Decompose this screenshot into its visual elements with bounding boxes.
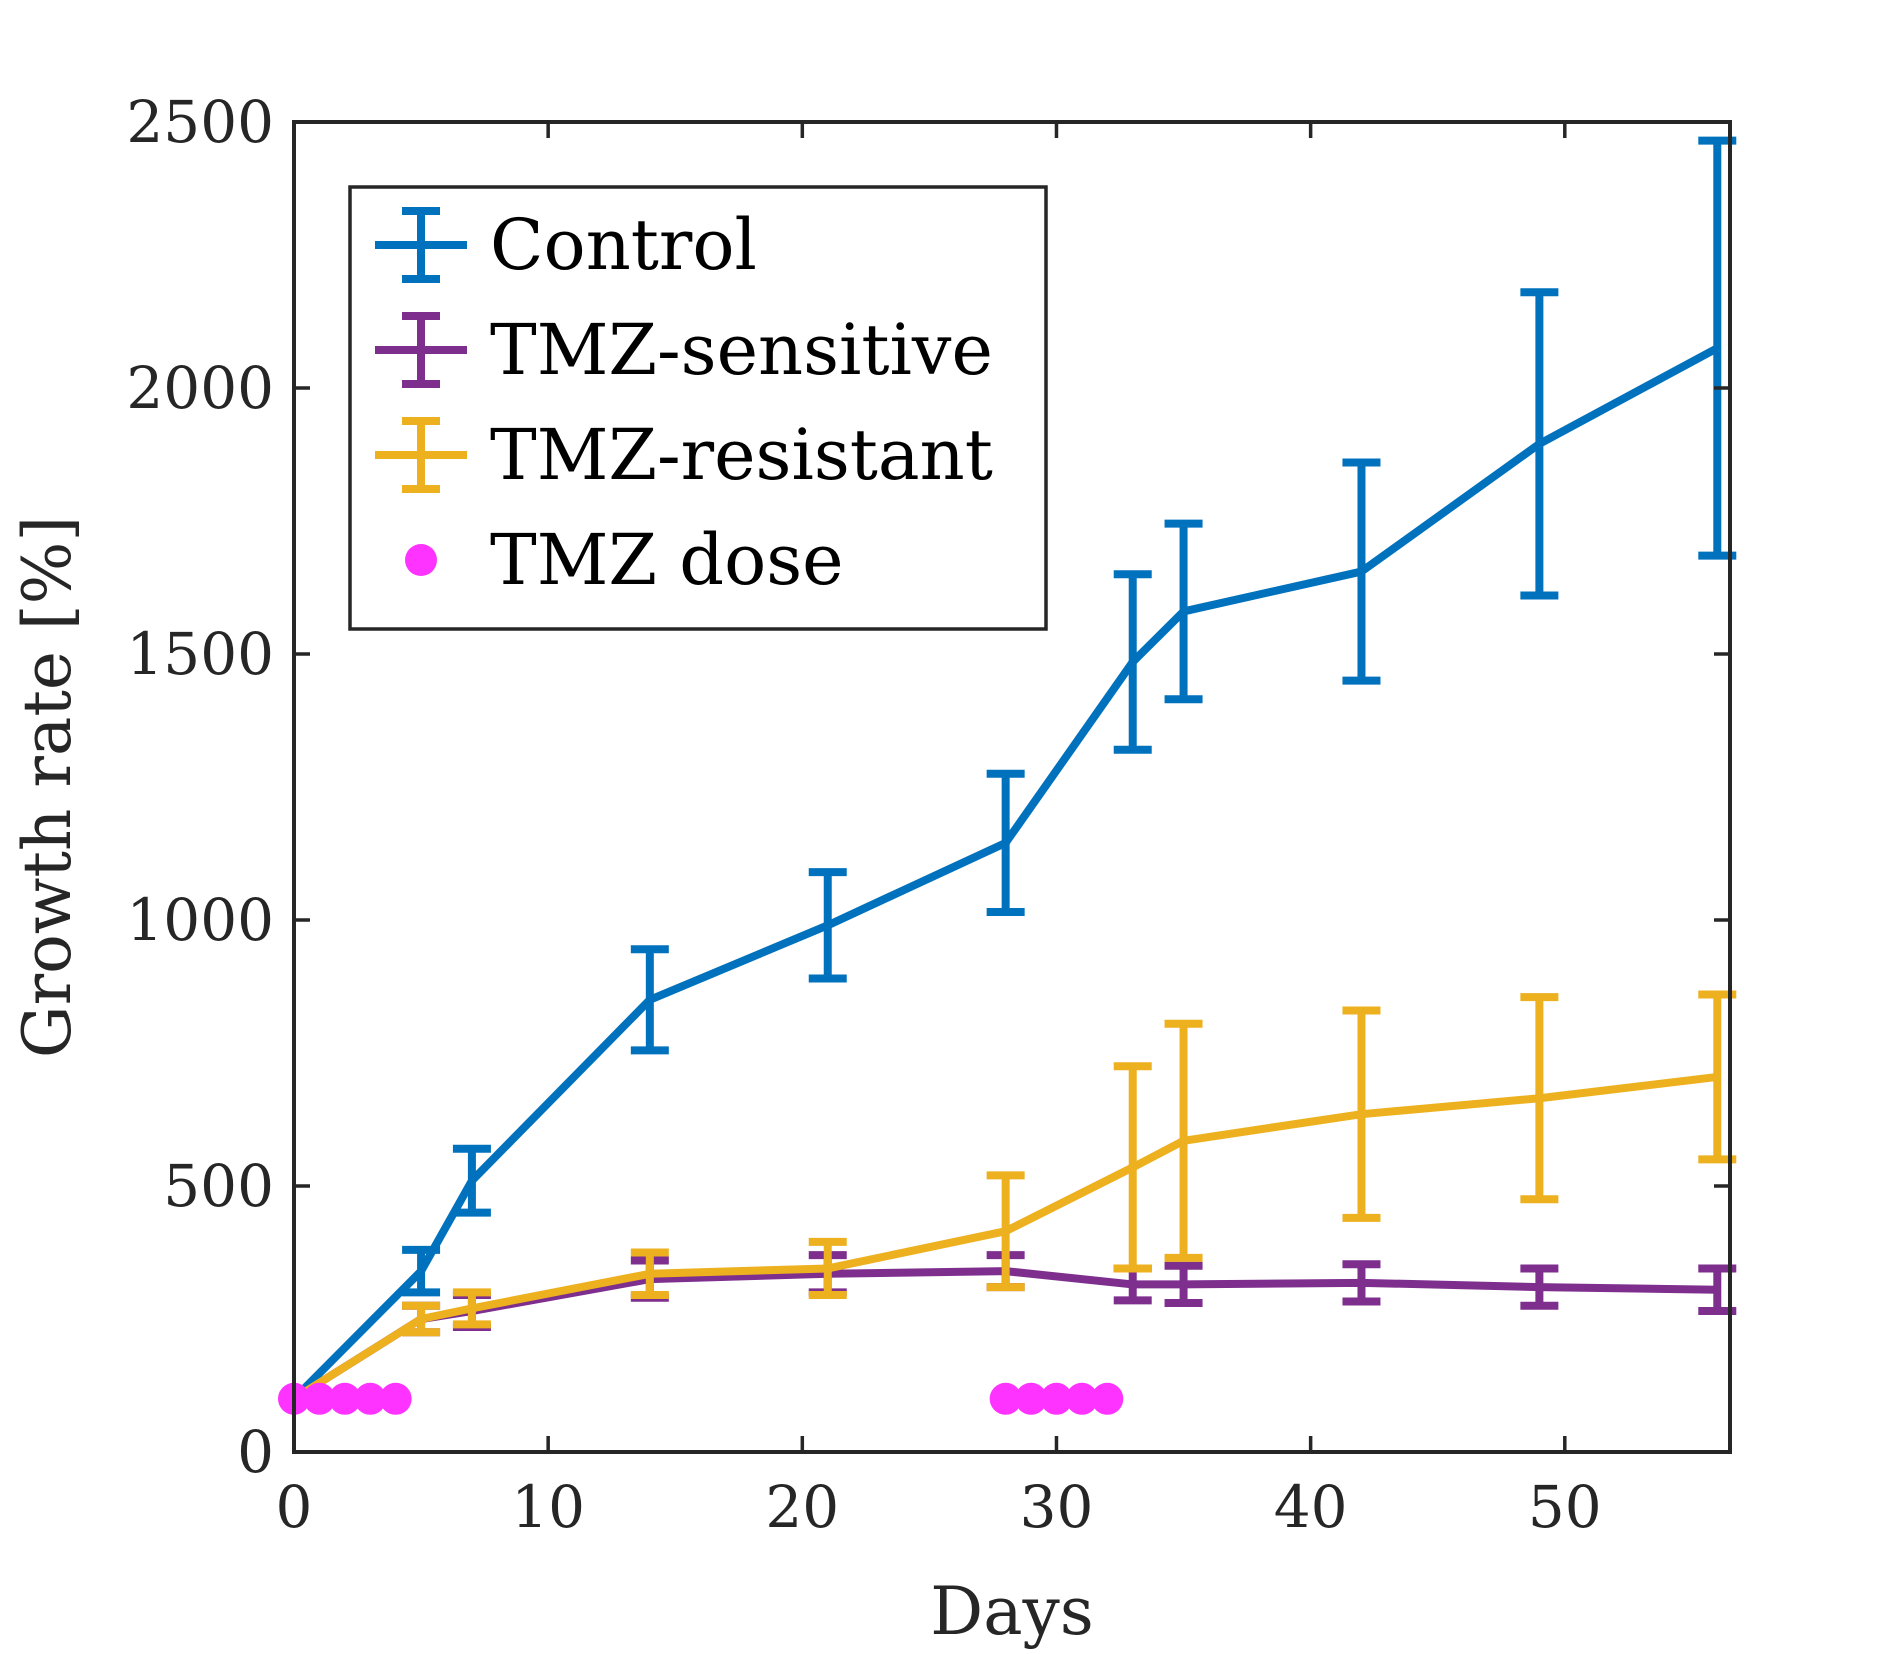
y-axis-label: Growth rate [%] xyxy=(9,516,86,1058)
x-tick-label: 10 xyxy=(511,1473,585,1541)
legend-marker-control xyxy=(375,207,467,283)
error-bar-control xyxy=(1520,288,1559,600)
error-bar-control xyxy=(986,769,1025,917)
legend-entry-tmz-resistant: TMZ-resistant xyxy=(375,414,993,496)
legend-entry-tmz-dose: TMZ dose xyxy=(405,519,844,601)
legend: Control TMZ-sensitive TMZ-resistant TMZ … xyxy=(348,185,1048,631)
error-bar-control xyxy=(402,1245,441,1297)
tmz-dose-point xyxy=(328,1382,361,1415)
error-bar-tmz-resistant xyxy=(630,1248,669,1300)
error-bar-tmz-resistant xyxy=(1164,1019,1203,1262)
y-tick-label: 1500 xyxy=(126,620,274,688)
y-tick-label: 0 xyxy=(237,1418,274,1486)
tmz-dose-markers xyxy=(278,1382,1124,1415)
x-tick-label: 0 xyxy=(276,1473,313,1541)
legend-marker-tmz-sensitive xyxy=(375,312,467,388)
legend-entry-control: Control xyxy=(375,204,757,286)
x-tick-label: 30 xyxy=(1020,1473,1094,1541)
x-tick-label: 20 xyxy=(765,1473,839,1541)
series-control xyxy=(291,136,1737,1402)
error-bar-tmz-sensitive xyxy=(1342,1260,1381,1306)
legend-box xyxy=(348,185,1048,631)
y-tick-label: 500 xyxy=(163,1152,274,1220)
error-bar-control xyxy=(452,1144,491,1217)
error-bar-tmz-resistant xyxy=(1342,1006,1381,1222)
legend-entry-tmz-sensitive: TMZ-sensitive xyxy=(375,309,993,391)
tmz-dose-point xyxy=(1065,1382,1098,1415)
tmz-dose-point xyxy=(354,1382,387,1415)
legend-label-tmz-resistant: TMZ-resistant xyxy=(490,414,993,496)
tmz-dose-point xyxy=(1040,1382,1073,1415)
tmz-dose-point xyxy=(1015,1382,1048,1415)
y-tick-label: 2500 xyxy=(126,88,274,156)
x-tick-label: 40 xyxy=(1274,1473,1348,1541)
error-bar-tmz-sensitive xyxy=(1164,1261,1203,1308)
error-bar-tmz-resistant xyxy=(808,1237,847,1300)
error-bar-control xyxy=(1113,570,1152,754)
series-tmz-resistant xyxy=(291,990,1737,1403)
series-tmz-sensitive xyxy=(291,1251,1737,1403)
error-bar-control xyxy=(1342,458,1381,685)
error-bar-control xyxy=(808,868,847,983)
tmz-dose-point xyxy=(989,1382,1022,1415)
error-bar-tmz-sensitive xyxy=(1520,1264,1559,1310)
y-tick-label: 2000 xyxy=(126,354,274,422)
x-tick-label: 50 xyxy=(1528,1473,1602,1541)
legend-label-tmz-sensitive: TMZ-sensitive xyxy=(490,309,993,391)
tmz-dose-point xyxy=(379,1382,412,1415)
plot-frame xyxy=(292,120,1732,1454)
tmz-dose-point xyxy=(303,1382,336,1415)
legend-dot xyxy=(405,544,437,576)
legend-marker-tmz-dose xyxy=(405,544,437,576)
series-layer xyxy=(278,136,1737,1415)
error-bar-tmz-resistant xyxy=(986,1171,1025,1292)
error-bar-tmz-resistant xyxy=(402,1301,441,1337)
error-bar-tmz-resistant xyxy=(452,1288,491,1329)
y-tick-label: 1000 xyxy=(126,886,274,954)
legend-marker-tmz-resistant xyxy=(375,417,467,493)
x-axis-label: Days xyxy=(930,1573,1093,1650)
error-bar-tmz-resistant xyxy=(1520,993,1559,1204)
tmz-dose-point xyxy=(1091,1382,1124,1415)
legend-label-control: Control xyxy=(490,204,757,286)
legend-label-tmz-dose: TMZ dose xyxy=(490,519,844,601)
error-bar-control xyxy=(1164,519,1203,704)
error-bar-tmz-resistant xyxy=(1113,1062,1152,1273)
error-bar-control xyxy=(630,945,669,1055)
